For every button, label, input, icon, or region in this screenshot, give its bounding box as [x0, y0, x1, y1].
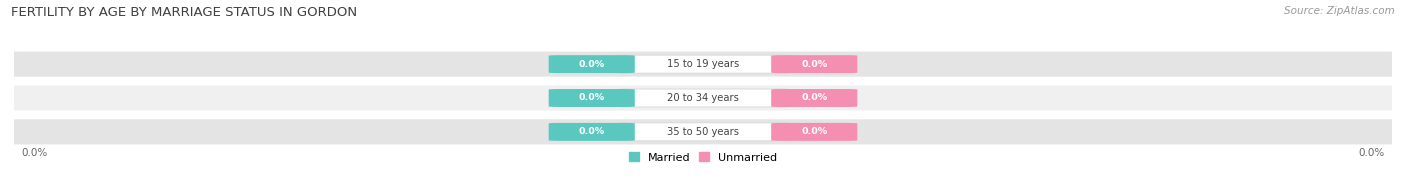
FancyBboxPatch shape	[0, 85, 1406, 111]
Text: FERTILITY BY AGE BY MARRIAGE STATUS IN GORDON: FERTILITY BY AGE BY MARRIAGE STATUS IN G…	[11, 6, 357, 19]
Text: Source: ZipAtlas.com: Source: ZipAtlas.com	[1284, 6, 1395, 16]
Text: 0.0%: 0.0%	[579, 60, 605, 69]
Text: 0.0%: 0.0%	[579, 127, 605, 136]
FancyBboxPatch shape	[617, 55, 789, 73]
Text: 0.0%: 0.0%	[1358, 148, 1385, 158]
Legend: Married, Unmarried: Married, Unmarried	[624, 148, 782, 167]
FancyBboxPatch shape	[0, 119, 1406, 144]
Text: 0.0%: 0.0%	[579, 93, 605, 103]
Text: 0.0%: 0.0%	[801, 60, 827, 69]
FancyBboxPatch shape	[617, 89, 789, 107]
Text: 35 to 50 years: 35 to 50 years	[666, 127, 740, 137]
FancyBboxPatch shape	[548, 123, 634, 141]
Text: 20 to 34 years: 20 to 34 years	[666, 93, 740, 103]
FancyBboxPatch shape	[772, 89, 858, 107]
Text: 0.0%: 0.0%	[801, 93, 827, 103]
FancyBboxPatch shape	[548, 55, 634, 73]
Text: 0.0%: 0.0%	[21, 148, 48, 158]
FancyBboxPatch shape	[0, 52, 1406, 77]
FancyBboxPatch shape	[772, 123, 858, 141]
Text: 0.0%: 0.0%	[801, 127, 827, 136]
FancyBboxPatch shape	[548, 89, 634, 107]
Text: 15 to 19 years: 15 to 19 years	[666, 59, 740, 69]
FancyBboxPatch shape	[772, 55, 858, 73]
FancyBboxPatch shape	[617, 123, 789, 141]
